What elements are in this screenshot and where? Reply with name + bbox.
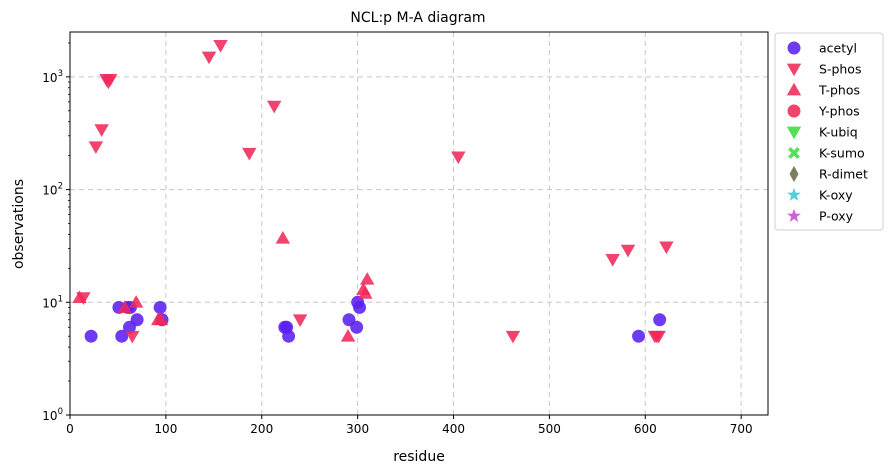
chart-title: NCL:p M-A diagram [350, 10, 485, 26]
legend-marker [787, 41, 801, 55]
x-tick-label: 400 [442, 422, 465, 436]
S-phos-point [267, 100, 282, 114]
legend-label: T-phos [818, 83, 860, 98]
legend-marker [789, 165, 799, 183]
acetyl-point [130, 313, 144, 327]
legend-label: K-sumo [819, 146, 865, 161]
x-tick-label: 100 [154, 422, 177, 436]
legend-box [774, 32, 884, 231]
legend-marker [786, 82, 802, 96]
S-phos-point [605, 254, 620, 267]
S-phos-point [88, 141, 104, 154]
x-tick-label: 300 [346, 422, 369, 436]
T-phos-point [360, 272, 375, 285]
S-phos-point [103, 73, 118, 87]
legend-marker [786, 126, 802, 140]
acetyl-point [282, 329, 296, 343]
y-tick-label: 101 [42, 294, 63, 310]
legend-label: Y-phos [818, 104, 860, 119]
y-tick-label: 102 [42, 182, 63, 198]
x-axis-title: residue [393, 449, 445, 465]
S-phos-point [505, 330, 521, 344]
acetyl-point [115, 329, 129, 343]
S-phos-point [125, 330, 140, 344]
acetyl-point [353, 300, 367, 314]
legend-marker [787, 187, 801, 201]
y-tick-label: 100 [42, 407, 63, 423]
legend-label: R-dimet [819, 167, 868, 182]
y-axis-title: observations [11, 179, 27, 269]
legend: acetyl S-phos T-phos Y-phos K-ubiq K-sumo R-di… [774, 32, 884, 231]
x-tick-label: 600 [634, 422, 657, 436]
T-phos-point [128, 295, 144, 308]
plot-frame [69, 31, 769, 416]
x-tick-label: 500 [538, 422, 561, 436]
legend-marker [786, 63, 802, 77]
x-tick-label: 700 [730, 422, 753, 436]
S-phos-point [242, 147, 257, 161]
T-phos-point [340, 329, 356, 342]
points [72, 40, 674, 344]
S-phos-point [201, 51, 217, 65]
legend-label: acetyl [819, 41, 857, 56]
S-phos-point [292, 314, 308, 327]
grid [70, 32, 768, 415]
y-tick-label: 103 [42, 69, 63, 85]
S-phos-point [451, 151, 466, 165]
T-phos-point [117, 300, 132, 313]
T-phos-point [153, 312, 169, 326]
S-phos-point [659, 241, 674, 255]
legend-label: P-oxy [819, 209, 854, 224]
acetyl-point [350, 320, 364, 334]
T-phos-point [275, 231, 291, 244]
x-tick-label: 200 [250, 422, 273, 436]
acetyl-point [84, 329, 98, 343]
T-phos-point [358, 286, 373, 299]
legend-marker [787, 104, 801, 118]
legend-label: K-oxy [819, 188, 853, 203]
acetyl-point [153, 300, 167, 314]
S-phos-point [213, 40, 228, 53]
S-phos-point [94, 124, 109, 137]
acetyl-point [653, 313, 667, 327]
x-tick-label: 0 [66, 422, 74, 436]
legend-marker [787, 208, 801, 222]
T-phos-point [72, 290, 87, 304]
legend-marker [788, 147, 800, 159]
S-phos-point [651, 330, 666, 344]
acetyl-point [632, 329, 646, 343]
legend-label: S-phos [819, 62, 861, 77]
legend-label: K-ubiq [819, 125, 858, 140]
S-phos-point [620, 244, 636, 258]
